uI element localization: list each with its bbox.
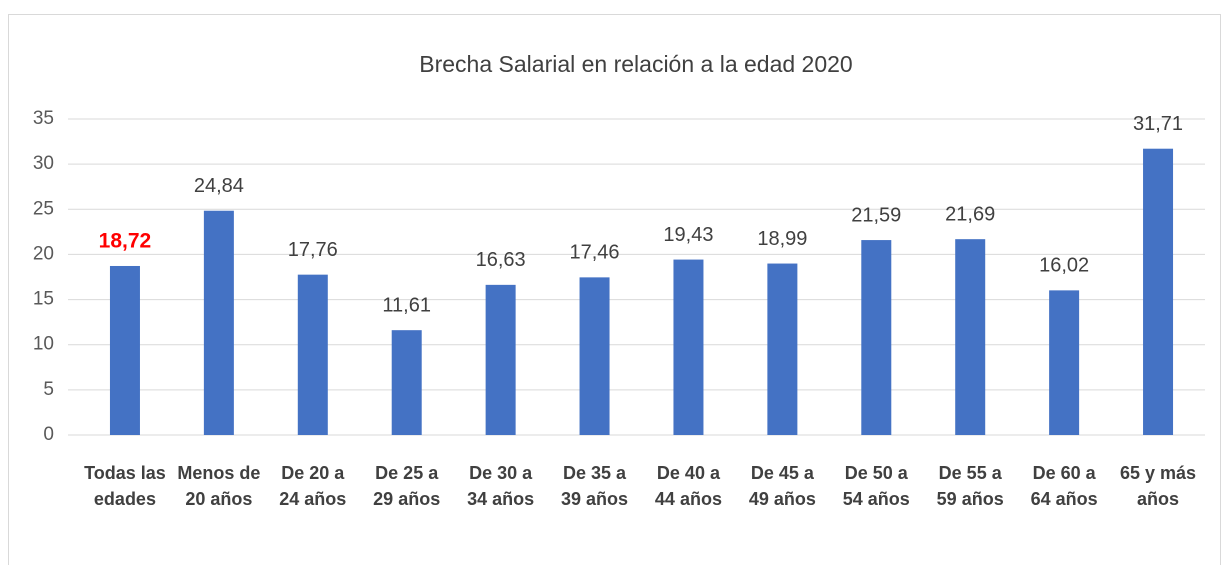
x-tick-label: De 60 a 64 años — [1030, 463, 1098, 509]
value-label: 16,63 — [476, 249, 526, 271]
bar — [1049, 290, 1080, 435]
x-tick-label: De 35 a 39 años — [561, 463, 629, 509]
value-label: 24,84 — [194, 175, 244, 197]
value-label: 11,61 — [382, 294, 431, 316]
y-tick-label: 20 — [33, 243, 54, 264]
value-label: 17,46 — [570, 242, 620, 264]
value-label: 19,43 — [663, 224, 713, 246]
x-tick-label: De 20 a 24 años — [279, 463, 347, 509]
x-tick-label: De 40 a 44 años — [654, 463, 722, 509]
y-tick-label: 35 — [33, 108, 54, 129]
y-tick-label: 10 — [33, 334, 54, 355]
x-tick-label: De 55 a 59 años — [936, 463, 1004, 509]
value-label: 17,76 — [288, 239, 338, 261]
value-label: 21,69 — [945, 203, 995, 225]
x-tick-label: De 30 a 34 años — [467, 463, 535, 509]
x-tick-label: De 50 a 54 años — [842, 463, 910, 509]
bar — [109, 265, 140, 435]
value-label: 16,02 — [1039, 255, 1089, 277]
x-tick-label: 65 y más años — [1120, 463, 1197, 509]
bar — [297, 274, 328, 435]
bar — [1143, 148, 1174, 436]
bar — [203, 210, 234, 435]
y-tick-label: 0 — [43, 424, 54, 445]
y-tick-label: 15 — [33, 289, 54, 310]
chart-title: Brecha Salarial en relación a la edad 20… — [419, 51, 852, 77]
bar — [673, 259, 704, 435]
y-tick-label: 30 — [33, 153, 54, 174]
x-tick-label: Menos de 20 años — [177, 463, 261, 509]
bar — [485, 284, 516, 435]
value-label: 31,71 — [1133, 113, 1183, 135]
y-tick-label: 5 — [43, 379, 54, 400]
x-tick-label: Todas las edades — [84, 463, 166, 509]
bar — [955, 239, 986, 435]
value-label: 18,99 — [757, 228, 807, 250]
bar — [391, 330, 422, 435]
x-tick-label: De 45 a 49 años — [748, 463, 816, 509]
bar — [579, 277, 610, 435]
value-label: 21,59 — [851, 204, 901, 226]
value-label: 18,72 — [99, 230, 152, 253]
chart-frame — [8, 14, 1221, 565]
y-tick-label: 25 — [33, 198, 54, 219]
bar — [767, 263, 798, 435]
bar — [861, 240, 892, 435]
x-tick-label: De 25 a 29 años — [373, 463, 441, 509]
